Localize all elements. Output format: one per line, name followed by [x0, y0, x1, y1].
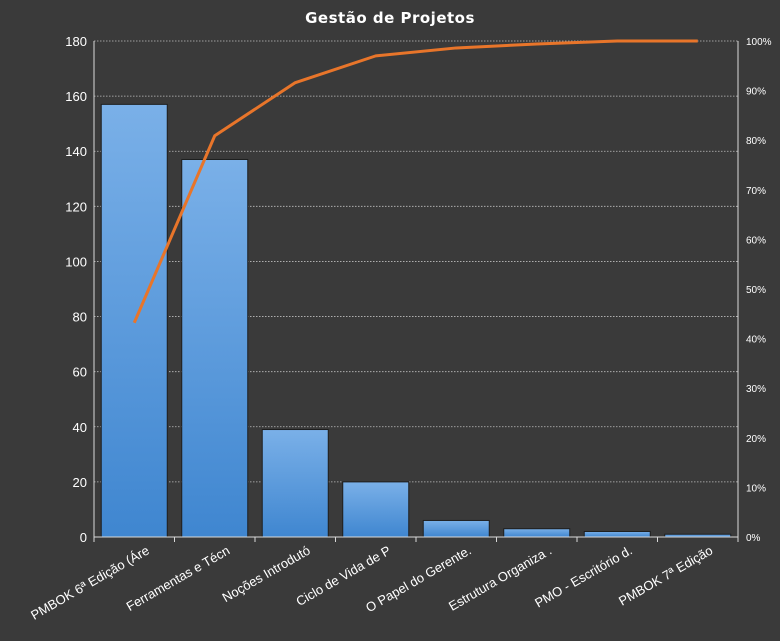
bar	[261, 429, 329, 538]
y-left-tick-label: 20	[73, 475, 87, 490]
y-right-tick-label: 100%	[746, 37, 772, 48]
y-right-tick-label: 20%	[746, 434, 766, 445]
y-left-tick-label: 160	[65, 89, 87, 104]
y-left-tick-label: 40	[73, 420, 87, 435]
y-left-tick-label: 0	[80, 530, 87, 545]
bar	[342, 481, 410, 538]
y-right-tick-label: 40%	[746, 335, 766, 346]
y-right-tick-label: 0%	[746, 533, 761, 544]
y-left-tick-label: 120	[65, 199, 87, 214]
y-right-tick-label: 60%	[746, 235, 766, 246]
y-right-tick-label: 10%	[746, 483, 766, 494]
y-left-tick-label: 80	[73, 310, 87, 325]
y-right-tick-label: 90%	[746, 87, 766, 98]
y-right-tick-label: 70%	[746, 186, 766, 197]
cumulative-line	[132, 39, 698, 324]
y-right-tick-label: 50%	[746, 285, 766, 296]
gridlines	[94, 40, 738, 483]
y-left-tick-label: 180	[65, 34, 87, 49]
axes	[93, 41, 739, 542]
y-right-tick-label: 80%	[746, 136, 766, 147]
y-left-tick-label: 60	[73, 365, 87, 380]
bar	[503, 528, 571, 538]
bars	[100, 103, 732, 538]
bar	[181, 158, 249, 538]
cumulative-line-path	[132, 39, 698, 324]
y-left-tick-label: 140	[65, 144, 87, 159]
bar	[583, 530, 651, 538]
chart-title: Gestão de Projetos	[305, 9, 475, 27]
y-left-tick-label: 100	[65, 254, 87, 269]
y-right-tick-label: 30%	[746, 384, 766, 395]
bar	[422, 519, 490, 538]
